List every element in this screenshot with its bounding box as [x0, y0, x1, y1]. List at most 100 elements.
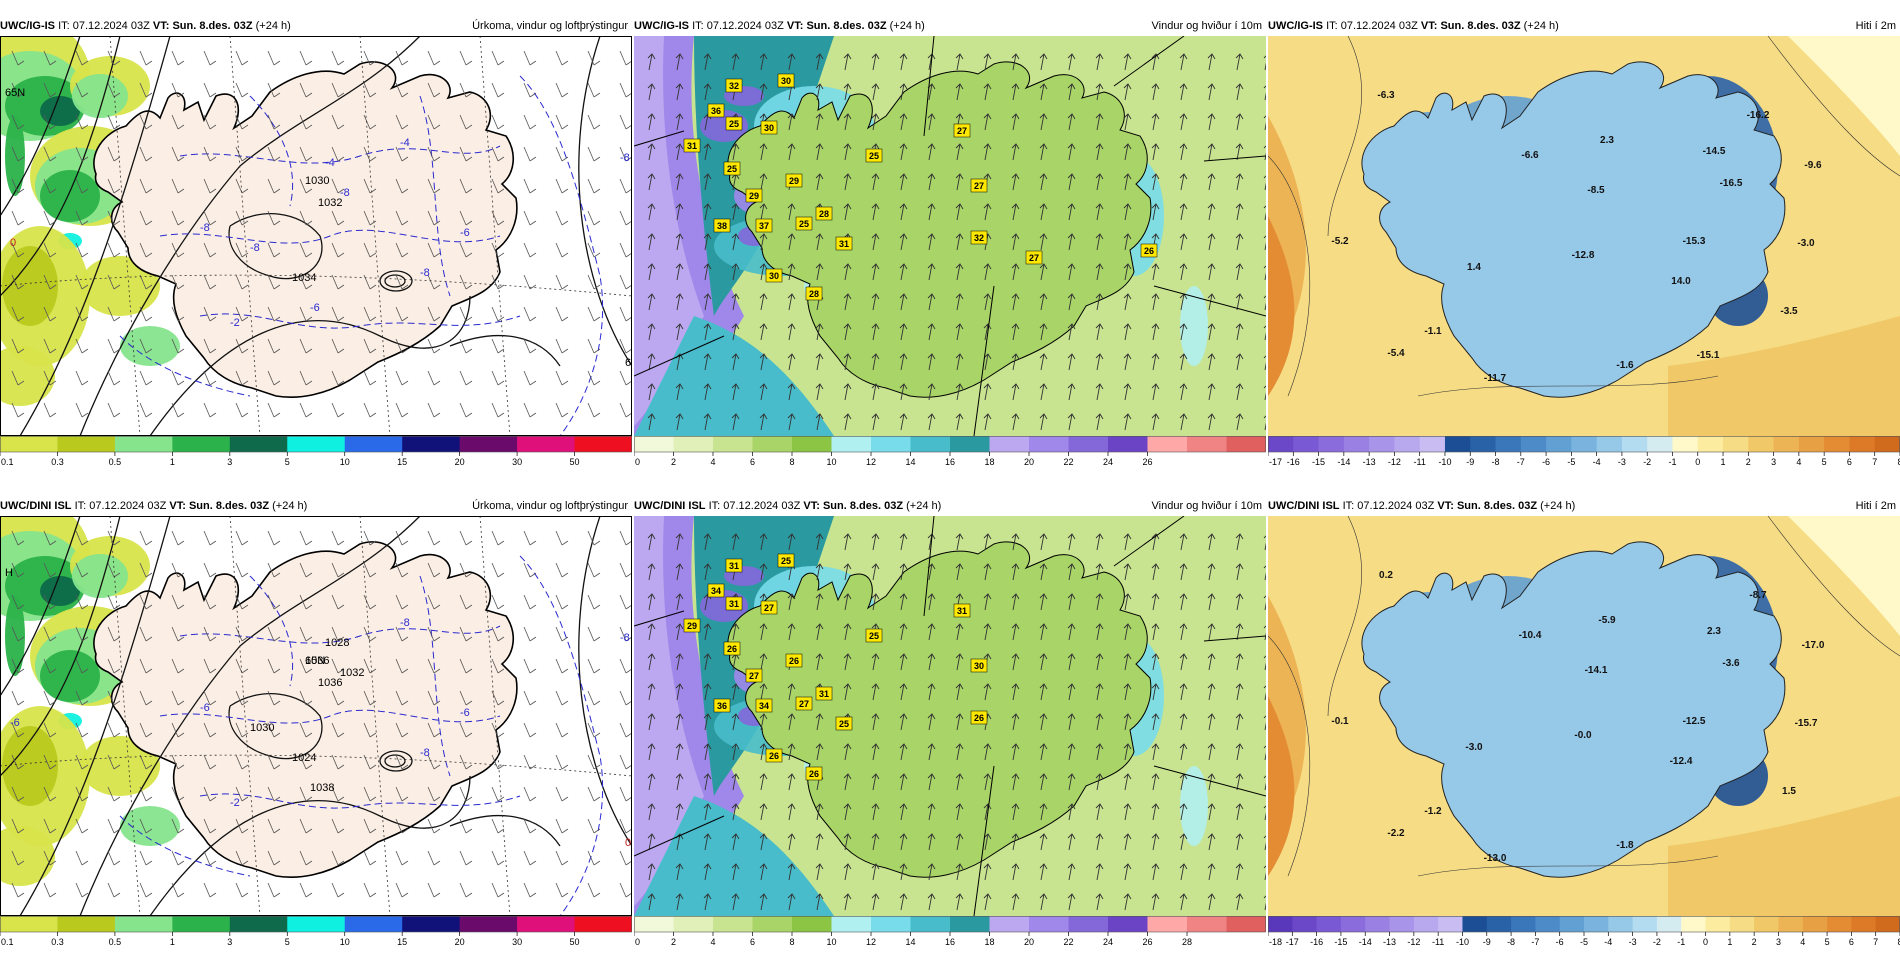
- valid-time: Sun. 8.des. 03Z: [806, 20, 887, 32]
- scale-tick-label: -8: [1507, 937, 1515, 947]
- scale-swatch: [1778, 916, 1804, 932]
- scale-tick-label: 6: [750, 937, 755, 947]
- lead-time: (+24 h): [272, 500, 308, 512]
- svg-text:26: 26: [727, 644, 737, 654]
- gust-label: 30: [765, 268, 783, 283]
- scale-tick-label: -18: [1269, 937, 1282, 947]
- scale-swatch: [1723, 436, 1749, 452]
- scale-swatch: [831, 916, 872, 932]
- scale-swatch: [1268, 916, 1293, 932]
- scale-tick-label: 22: [1063, 937, 1073, 947]
- map-label: -6: [460, 227, 470, 239]
- temperature-label: -17.0: [1802, 640, 1825, 651]
- lead-time: (+24 h): [255, 20, 291, 32]
- init-time: 07.12.2024 03Z: [723, 500, 801, 512]
- map-svg: -6.3 2.3 -6.6 -8.5 -14.5 -16.2 -9.6 -16.5 -5.2 1.…: [1268, 36, 1900, 436]
- scale-swatch: [1875, 916, 1900, 932]
- scale-tick-label: -16: [1287, 457, 1300, 467]
- gust-label: 27: [745, 668, 763, 683]
- scale-tick-label: 0.3: [51, 457, 64, 467]
- init-time-label: IT:: [1342, 500, 1355, 512]
- init-time-label: IT:: [1326, 20, 1338, 32]
- scale-swatch: [1849, 436, 1876, 452]
- scale-swatch: [1632, 916, 1658, 932]
- wind-arrows: [647, 533, 1266, 911]
- gust-label: 32: [725, 78, 743, 93]
- scale-tick-label: 7: [1872, 457, 1877, 467]
- map-area: 31 25 34 31 29 27 25 26 26 27 36 34 31 27 31 30 25 26 26 26: [634, 516, 1266, 916]
- map-label: 65N: [5, 87, 25, 99]
- gust-label: 27: [953, 123, 971, 138]
- scale-swatch: [910, 916, 951, 932]
- scale-swatch: [229, 916, 288, 932]
- field-title: Hiti í 2m: [1855, 20, 1896, 32]
- scale-swatch: [1108, 436, 1148, 452]
- scale-swatch: [1827, 916, 1852, 932]
- map-label: 1032: [318, 197, 342, 209]
- scale-swatch: [1535, 916, 1561, 932]
- map-label: -8: [620, 632, 630, 644]
- isotherms: [1268, 36, 1900, 397]
- svg-text:26: 26: [789, 656, 799, 666]
- temperature-label: -12.5: [1683, 716, 1706, 727]
- scale-tick-label: 28: [1182, 937, 1192, 947]
- map-area: 1036 1036 1024 1028 1032 1030 1038 -8 -6 -8 -6 -8 -6…: [0, 516, 632, 916]
- gust-label: 34: [707, 583, 725, 598]
- panel-header: UWC/IG-IS IT: 07.12.2024 03Z VT: Sun. 8.…: [0, 16, 632, 36]
- gust-label: 25: [835, 716, 853, 731]
- scale-tick-label: 8: [789, 457, 794, 467]
- isotherms: [1268, 516, 1900, 877]
- precip-panel: UWC/DINI ISL IT: 07.12.2024 03Z VT: Sun.…: [0, 496, 632, 956]
- gust-label: 25: [725, 116, 743, 131]
- scale-tick-label: -11: [1414, 457, 1426, 467]
- scale-tick-label: -13: [1383, 937, 1396, 947]
- svg-text:25: 25: [869, 631, 879, 641]
- temperature-label: -3.5: [1780, 306, 1798, 317]
- gust-label: 31: [725, 596, 743, 611]
- iceland-outline: [1361, 541, 1786, 878]
- gust-label: 38: [713, 218, 731, 233]
- scale-swatch: [1754, 916, 1779, 932]
- scale-swatch: [459, 436, 518, 452]
- init-time: 07.12.2024 03Z: [706, 20, 784, 32]
- iceland-outline: [93, 61, 518, 399]
- scale-swatch: [1292, 916, 1318, 932]
- panel-header: UWC/DINI ISL IT: 07.12.2024 03Z VT: Sun.…: [634, 496, 1266, 516]
- scale-swatch: [1068, 436, 1109, 452]
- scale-swatch: [1394, 436, 1421, 452]
- temperature-label: -1.8: [1616, 840, 1634, 851]
- panel-header: UWC/DINI ISL IT: 07.12.2024 03Z VT: Sun.…: [1268, 496, 1900, 516]
- scale-swatch: [517, 916, 576, 932]
- svg-text:30: 30: [764, 123, 774, 133]
- scale-tick-label: 1: [1721, 457, 1726, 467]
- scale-tick-label: 0: [1703, 937, 1708, 947]
- valid-time-label: VT:: [169, 500, 186, 512]
- svg-text:27: 27: [799, 699, 809, 709]
- scale-swatch: [1187, 916, 1227, 932]
- temperature-contours: [119, 555, 604, 916]
- gust-label: 25: [777, 553, 795, 568]
- map-area: -6.3 2.3 -6.6 -8.5 -14.5 -16.2 -9.6 -16.5 -5.2 1.…: [1268, 36, 1900, 436]
- scale-swatch: [1571, 436, 1598, 452]
- scale-tick-label: 3: [1771, 457, 1776, 467]
- model-name: UWC/DINI ISL: [1268, 500, 1340, 512]
- map-label: -4: [400, 137, 410, 149]
- map-label: -6: [200, 702, 210, 714]
- scale-swatch: [344, 436, 403, 452]
- scale-swatch: [1495, 436, 1522, 452]
- map-svg: 1030 1032 1034 -4 -8 -8 -6 -8 -6 -4 -8 -8 0 -2 65N 65N: [0, 36, 632, 436]
- scale-swatch: [1511, 916, 1536, 932]
- valid-time: Sun. 8.des. 03Z: [822, 500, 904, 512]
- scale-tick-label: 14: [905, 457, 915, 467]
- scale-swatch: [713, 436, 753, 452]
- scale-swatch: [1268, 436, 1294, 452]
- temperature-label: -12.8: [1572, 250, 1595, 261]
- scale-swatch: [831, 436, 872, 452]
- valid-time-label: VT:: [803, 500, 820, 512]
- init-time: 07.12.2024 03Z: [72, 20, 150, 32]
- scale-tick-label: -10: [1456, 937, 1469, 947]
- scale-tick-label: -4: [1593, 457, 1601, 467]
- scale-tick-label: 10: [826, 457, 836, 467]
- gust-label: 30: [970, 658, 988, 673]
- gust-label: 26: [785, 653, 803, 668]
